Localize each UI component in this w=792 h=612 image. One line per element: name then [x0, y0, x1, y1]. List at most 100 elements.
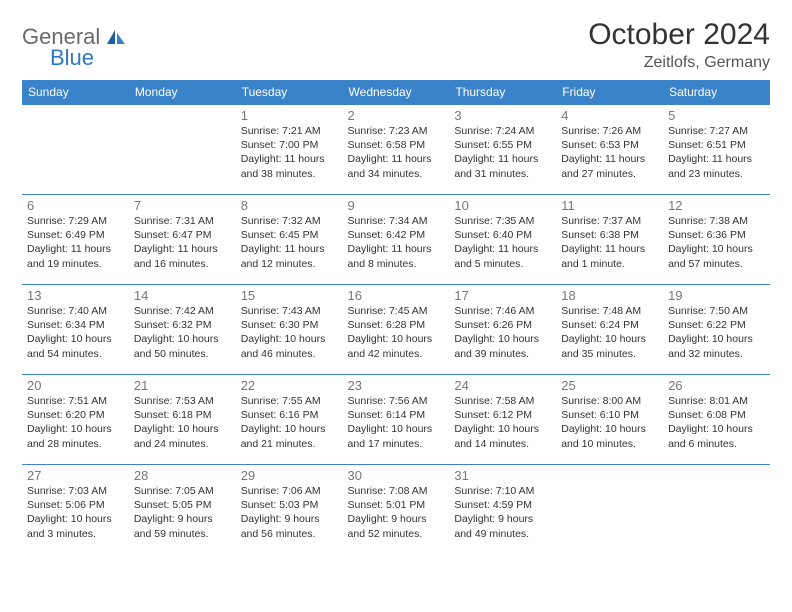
day-details: Sunrise: 7:53 AMSunset: 6:18 PMDaylight:…	[134, 394, 231, 451]
month-title: October 2024	[588, 18, 770, 52]
day-details: Sunrise: 7:10 AMSunset: 4:59 PMDaylight:…	[454, 484, 551, 541]
day-number: 8	[241, 198, 338, 213]
page-header: General Blue October 2024 Zeitlofs, Germ…	[22, 18, 770, 72]
day-number: 31	[454, 468, 551, 483]
calendar-cell: 25Sunrise: 8:00 AMSunset: 6:10 PMDayligh…	[556, 375, 663, 465]
day-details: Sunrise: 7:35 AMSunset: 6:40 PMDaylight:…	[454, 214, 551, 271]
calendar-cell	[129, 105, 236, 195]
logo-sail-icon	[105, 28, 127, 51]
logo-text-block: General Blue	[22, 24, 127, 71]
day-number: 29	[241, 468, 338, 483]
day-header: Wednesday	[343, 80, 450, 105]
day-details: Sunrise: 7:45 AMSunset: 6:28 PMDaylight:…	[348, 304, 445, 361]
day-header: Friday	[556, 80, 663, 105]
day-number: 17	[454, 288, 551, 303]
day-header: Saturday	[663, 80, 770, 105]
calendar-body: 1Sunrise: 7:21 AMSunset: 7:00 PMDaylight…	[22, 105, 770, 555]
calendar-table: Sunday Monday Tuesday Wednesday Thursday…	[22, 80, 770, 555]
calendar-cell: 23Sunrise: 7:56 AMSunset: 6:14 PMDayligh…	[343, 375, 450, 465]
calendar-page: General Blue October 2024 Zeitlofs, Germ…	[0, 0, 792, 612]
day-details: Sunrise: 7:31 AMSunset: 6:47 PMDaylight:…	[134, 214, 231, 271]
calendar-cell: 6Sunrise: 7:29 AMSunset: 6:49 PMDaylight…	[22, 195, 129, 285]
day-number: 1	[241, 108, 338, 123]
day-details: Sunrise: 7:46 AMSunset: 6:26 PMDaylight:…	[454, 304, 551, 361]
day-number: 30	[348, 468, 445, 483]
day-number: 2	[348, 108, 445, 123]
calendar-cell: 22Sunrise: 7:55 AMSunset: 6:16 PMDayligh…	[236, 375, 343, 465]
calendar-cell: 29Sunrise: 7:06 AMSunset: 5:03 PMDayligh…	[236, 465, 343, 555]
calendar-week-row: 20Sunrise: 7:51 AMSunset: 6:20 PMDayligh…	[22, 375, 770, 465]
calendar-cell: 21Sunrise: 7:53 AMSunset: 6:18 PMDayligh…	[129, 375, 236, 465]
calendar-cell: 12Sunrise: 7:38 AMSunset: 6:36 PMDayligh…	[663, 195, 770, 285]
day-details: Sunrise: 7:23 AMSunset: 6:58 PMDaylight:…	[348, 124, 445, 181]
calendar-week-row: 13Sunrise: 7:40 AMSunset: 6:34 PMDayligh…	[22, 285, 770, 375]
day-details: Sunrise: 7:05 AMSunset: 5:05 PMDaylight:…	[134, 484, 231, 541]
day-details: Sunrise: 7:48 AMSunset: 6:24 PMDaylight:…	[561, 304, 658, 361]
day-details: Sunrise: 7:56 AMSunset: 6:14 PMDaylight:…	[348, 394, 445, 451]
day-number: 11	[561, 198, 658, 213]
day-number: 10	[454, 198, 551, 213]
day-number: 28	[134, 468, 231, 483]
calendar-cell: 30Sunrise: 7:08 AMSunset: 5:01 PMDayligh…	[343, 465, 450, 555]
day-details: Sunrise: 7:08 AMSunset: 5:01 PMDaylight:…	[348, 484, 445, 541]
day-number: 20	[27, 378, 124, 393]
day-number: 27	[27, 468, 124, 483]
day-details: Sunrise: 7:21 AMSunset: 7:00 PMDaylight:…	[241, 124, 338, 181]
day-details: Sunrise: 7:26 AMSunset: 6:53 PMDaylight:…	[561, 124, 658, 181]
calendar-cell	[663, 465, 770, 555]
calendar-cell: 13Sunrise: 7:40 AMSunset: 6:34 PMDayligh…	[22, 285, 129, 375]
calendar-week-row: 27Sunrise: 7:03 AMSunset: 5:06 PMDayligh…	[22, 465, 770, 555]
day-number: 14	[134, 288, 231, 303]
day-number: 24	[454, 378, 551, 393]
calendar-head: Sunday Monday Tuesday Wednesday Thursday…	[22, 80, 770, 105]
calendar-cell: 24Sunrise: 7:58 AMSunset: 6:12 PMDayligh…	[449, 375, 556, 465]
calendar-cell: 28Sunrise: 7:05 AMSunset: 5:05 PMDayligh…	[129, 465, 236, 555]
day-number: 16	[348, 288, 445, 303]
calendar-cell: 7Sunrise: 7:31 AMSunset: 6:47 PMDaylight…	[129, 195, 236, 285]
day-number: 4	[561, 108, 658, 123]
day-number: 6	[27, 198, 124, 213]
day-number: 7	[134, 198, 231, 213]
day-header-row: Sunday Monday Tuesday Wednesday Thursday…	[22, 80, 770, 105]
day-number: 13	[27, 288, 124, 303]
day-number: 23	[348, 378, 445, 393]
day-header: Tuesday	[236, 80, 343, 105]
day-number: 26	[668, 378, 765, 393]
day-details: Sunrise: 7:06 AMSunset: 5:03 PMDaylight:…	[241, 484, 338, 541]
calendar-cell: 18Sunrise: 7:48 AMSunset: 6:24 PMDayligh…	[556, 285, 663, 375]
calendar-cell: 1Sunrise: 7:21 AMSunset: 7:00 PMDaylight…	[236, 105, 343, 195]
day-header: Monday	[129, 80, 236, 105]
day-details: Sunrise: 7:27 AMSunset: 6:51 PMDaylight:…	[668, 124, 765, 181]
day-details: Sunrise: 7:55 AMSunset: 6:16 PMDaylight:…	[241, 394, 338, 451]
calendar-cell: 9Sunrise: 7:34 AMSunset: 6:42 PMDaylight…	[343, 195, 450, 285]
calendar-cell: 5Sunrise: 7:27 AMSunset: 6:51 PMDaylight…	[663, 105, 770, 195]
calendar-cell	[556, 465, 663, 555]
day-number: 5	[668, 108, 765, 123]
calendar-cell: 26Sunrise: 8:01 AMSunset: 6:08 PMDayligh…	[663, 375, 770, 465]
day-details: Sunrise: 7:24 AMSunset: 6:55 PMDaylight:…	[454, 124, 551, 181]
day-details: Sunrise: 7:38 AMSunset: 6:36 PMDaylight:…	[668, 214, 765, 271]
calendar-cell: 16Sunrise: 7:45 AMSunset: 6:28 PMDayligh…	[343, 285, 450, 375]
day-number: 9	[348, 198, 445, 213]
day-number: 22	[241, 378, 338, 393]
day-details: Sunrise: 7:32 AMSunset: 6:45 PMDaylight:…	[241, 214, 338, 271]
calendar-cell: 31Sunrise: 7:10 AMSunset: 4:59 PMDayligh…	[449, 465, 556, 555]
day-number: 19	[668, 288, 765, 303]
calendar-cell: 14Sunrise: 7:42 AMSunset: 6:32 PMDayligh…	[129, 285, 236, 375]
day-number: 12	[668, 198, 765, 213]
calendar-cell: 10Sunrise: 7:35 AMSunset: 6:40 PMDayligh…	[449, 195, 556, 285]
calendar-cell: 15Sunrise: 7:43 AMSunset: 6:30 PMDayligh…	[236, 285, 343, 375]
calendar-cell: 17Sunrise: 7:46 AMSunset: 6:26 PMDayligh…	[449, 285, 556, 375]
day-details: Sunrise: 8:00 AMSunset: 6:10 PMDaylight:…	[561, 394, 658, 451]
location-label: Zeitlofs, Germany	[588, 54, 770, 72]
day-details: Sunrise: 8:01 AMSunset: 6:08 PMDaylight:…	[668, 394, 765, 451]
calendar-cell: 27Sunrise: 7:03 AMSunset: 5:06 PMDayligh…	[22, 465, 129, 555]
calendar-cell: 20Sunrise: 7:51 AMSunset: 6:20 PMDayligh…	[22, 375, 129, 465]
day-details: Sunrise: 7:29 AMSunset: 6:49 PMDaylight:…	[27, 214, 124, 271]
day-details: Sunrise: 7:58 AMSunset: 6:12 PMDaylight:…	[454, 394, 551, 451]
day-details: Sunrise: 7:43 AMSunset: 6:30 PMDaylight:…	[241, 304, 338, 361]
calendar-cell: 11Sunrise: 7:37 AMSunset: 6:38 PMDayligh…	[556, 195, 663, 285]
calendar-cell: 4Sunrise: 7:26 AMSunset: 6:53 PMDaylight…	[556, 105, 663, 195]
calendar-cell: 19Sunrise: 7:50 AMSunset: 6:22 PMDayligh…	[663, 285, 770, 375]
day-details: Sunrise: 7:50 AMSunset: 6:22 PMDaylight:…	[668, 304, 765, 361]
